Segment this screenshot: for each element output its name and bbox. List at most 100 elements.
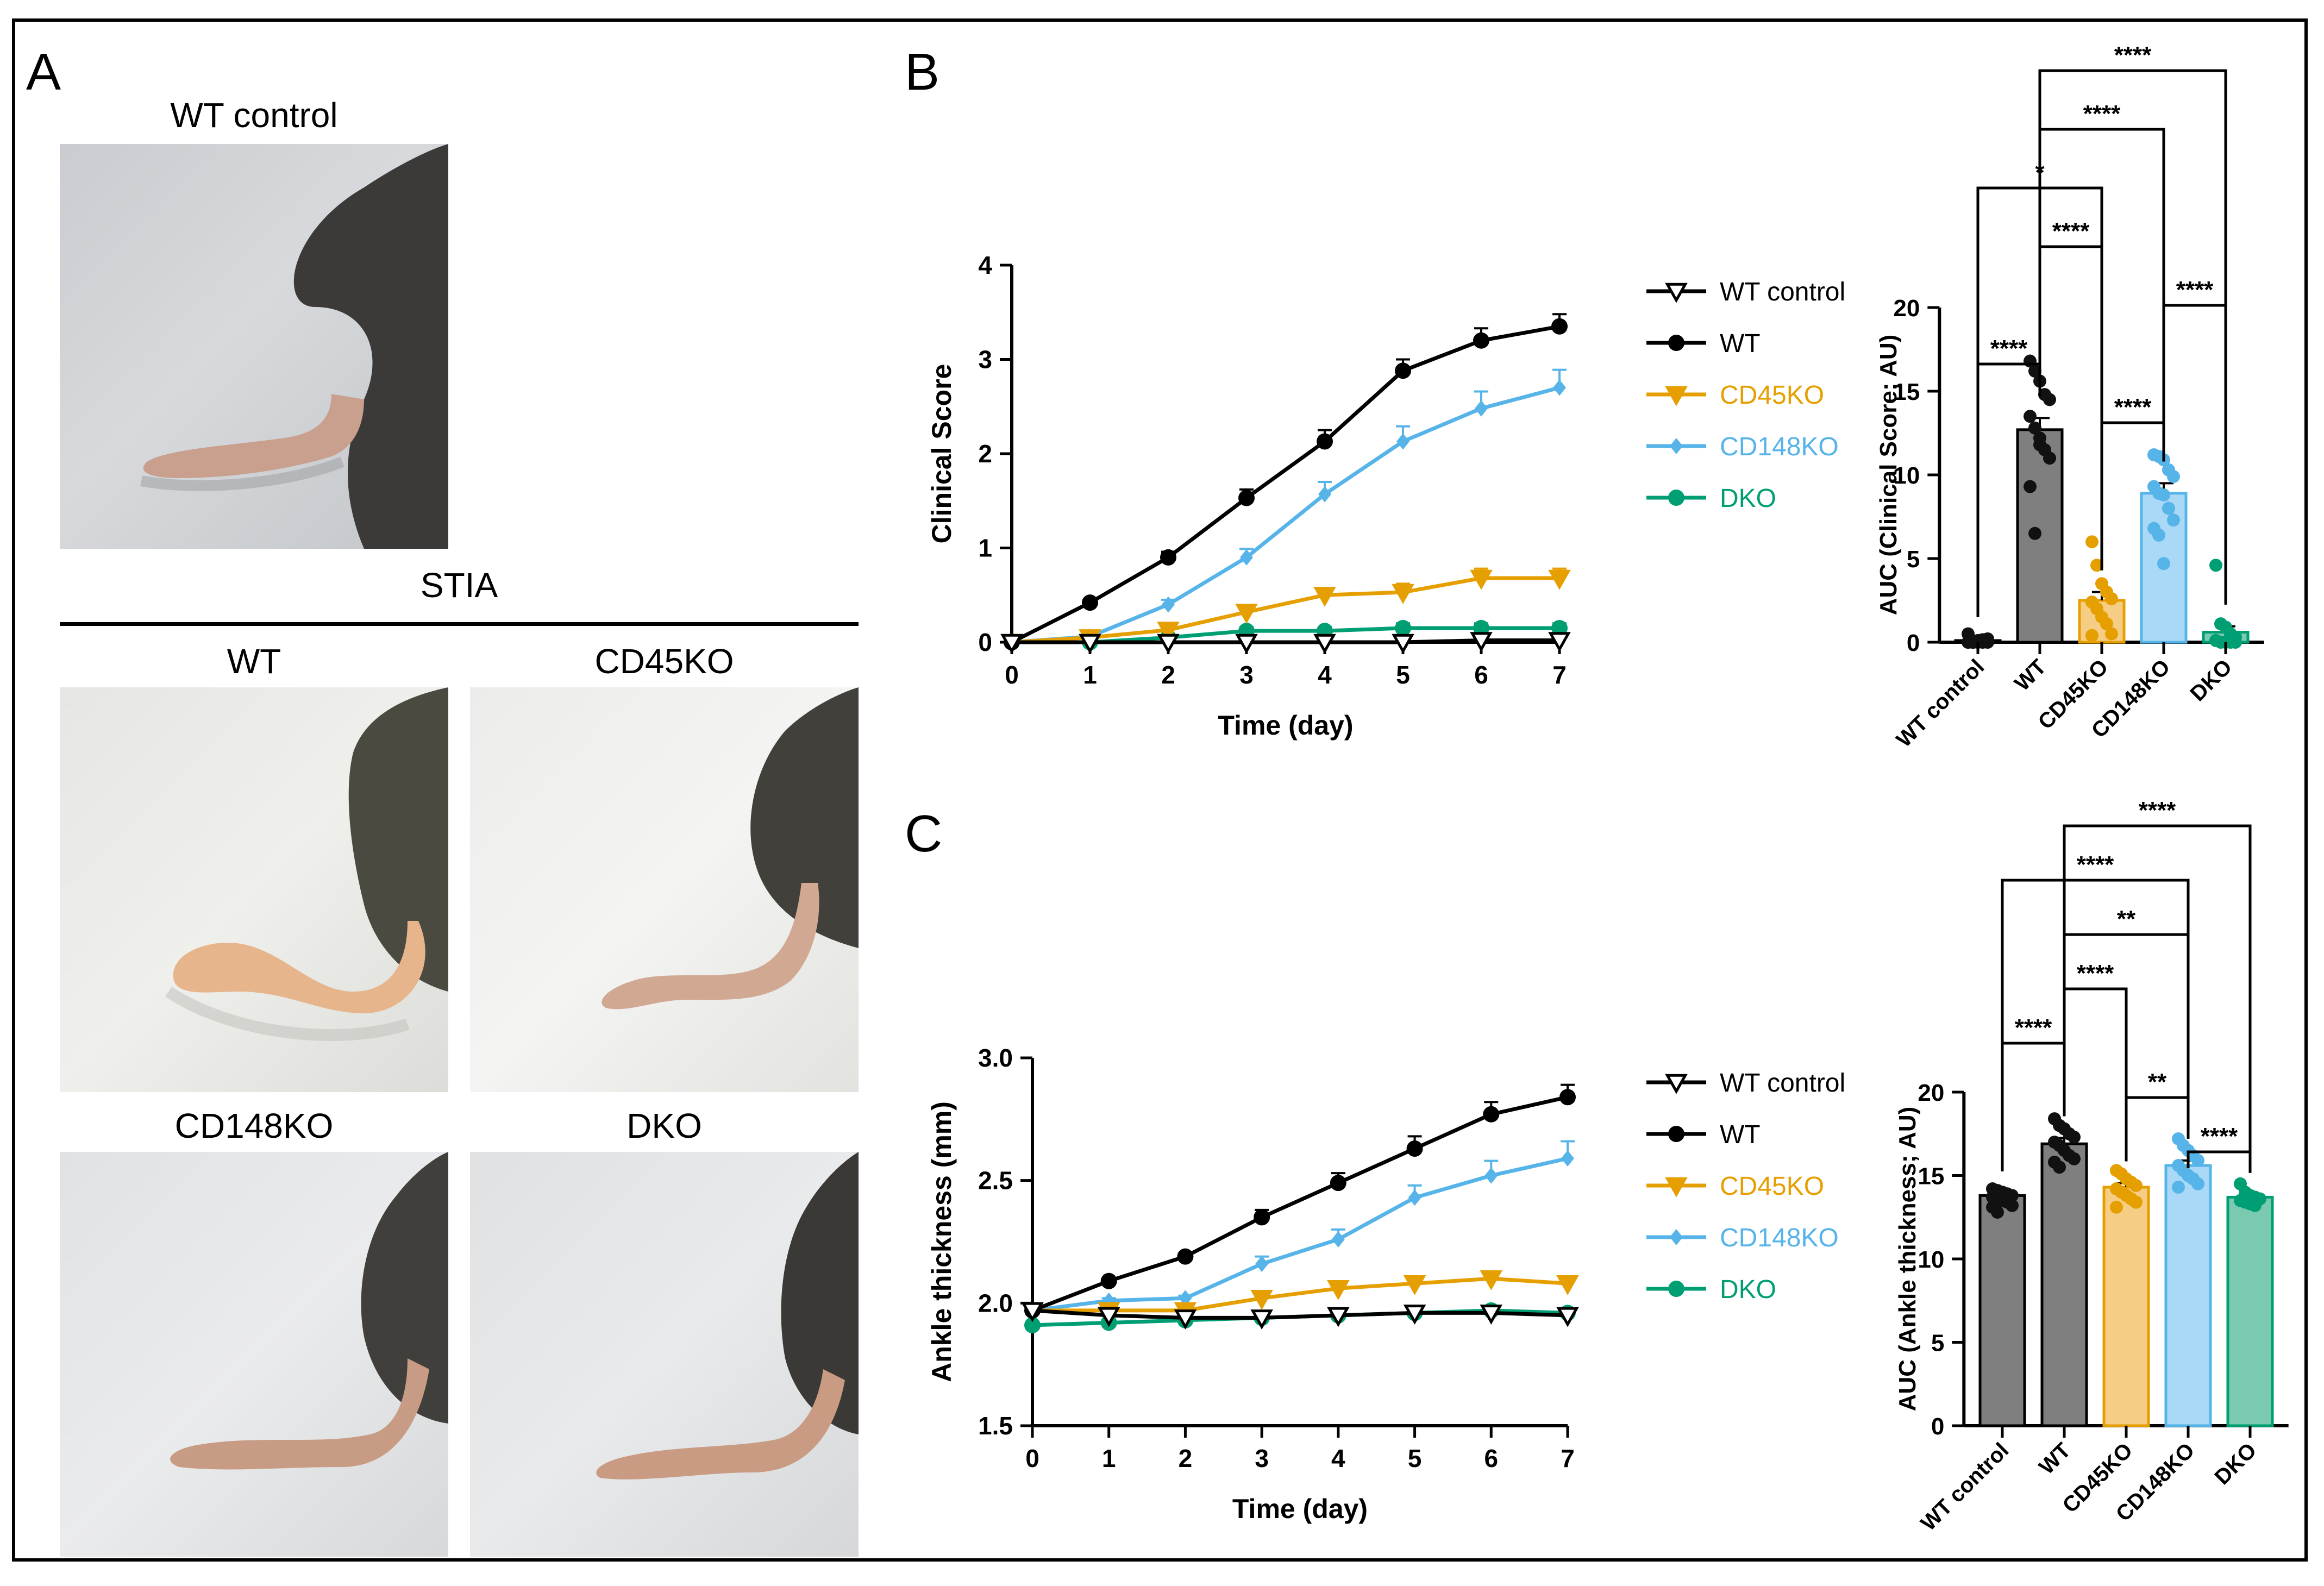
y-tick-label: 0 (1907, 630, 1920, 656)
mouse-paw-image (140, 144, 448, 549)
significance-bracket: **** (2038, 42, 2227, 605)
x-tick-label: 4 (1318, 661, 1332, 689)
data-point (1254, 1209, 1270, 1226)
data-point (2085, 535, 2099, 549)
bar (2040, 1142, 2088, 1427)
significance-label: **** (2083, 101, 2121, 127)
series-cd148ko (1025, 1140, 1575, 1319)
photo-wt (60, 687, 448, 1092)
x-tick-label: WT (2034, 1438, 2075, 1479)
legend-item-wt: WT (1646, 1120, 1761, 1149)
group-title-stia: STIA (420, 566, 498, 605)
data-point (1480, 1305, 1503, 1325)
bracket-line (2125, 1096, 2190, 1162)
legend-label: DKO (1720, 1275, 1776, 1304)
data-point (1327, 1280, 1350, 1300)
y-tick-label: 3 (978, 346, 992, 374)
bar-wt: WT (2010, 354, 2064, 695)
data-point (1250, 1290, 1273, 1310)
series-cd148ko (1005, 368, 1567, 650)
legend-marker (1668, 1126, 1684, 1142)
data-point (1024, 1317, 1041, 1333)
legend-label: WT (1720, 329, 1761, 358)
data-point (1157, 634, 1180, 654)
legend-marker (1668, 1281, 1684, 1297)
data-point (2172, 1180, 2185, 1194)
data-point (1000, 634, 1023, 654)
significance-label: ** (2148, 1069, 2167, 1095)
significance-bracket: **** (2162, 277, 2227, 605)
data-point (1556, 1275, 1579, 1295)
data-point (2028, 365, 2041, 378)
data-point (2028, 421, 2041, 435)
data-point (1548, 569, 1571, 590)
data-point (2068, 1130, 2081, 1144)
data-point (1238, 490, 1255, 506)
legend-item-wt: WT (1646, 329, 1761, 358)
data-point (1240, 549, 1253, 566)
data-point (2129, 1178, 2143, 1192)
data-point (1395, 619, 1411, 636)
legend-marker (1670, 1229, 1683, 1245)
data-point (1100, 1272, 1117, 1289)
x-axis-label: Time (day) (1218, 710, 1353, 741)
data-point (2043, 452, 2056, 465)
panel-label-b: B (905, 43, 940, 101)
y-tick-label: 20 (1918, 1080, 1944, 1106)
legend-label: WT control (1720, 1069, 1845, 1098)
legend-item-wt-control: WT control (1646, 278, 1845, 306)
mouse-paw-image (170, 1152, 448, 1470)
series-line (1011, 386, 1560, 644)
photo-wt-control (60, 144, 448, 549)
x-tick-label: 6 (1484, 1444, 1498, 1472)
x-tick-label: 2 (1161, 661, 1175, 689)
data-point (1160, 549, 1176, 566)
x-tick-label: 2 (1179, 1444, 1193, 1472)
legend-marker (1665, 283, 1688, 303)
data-point (1331, 1231, 1345, 1248)
data-point (2209, 559, 2222, 572)
data-point (2157, 488, 2170, 501)
series-line (1032, 1156, 1568, 1313)
y-tick-label: 2.5 (978, 1167, 1013, 1195)
data-point (1079, 634, 1101, 654)
data-point (1395, 362, 1411, 379)
legend-marker (1668, 335, 1684, 351)
series-wt-control (1021, 1302, 1579, 1330)
y-tick-label: 2.0 (978, 1289, 1013, 1317)
photo-title-cd148ko: CD148KO (174, 1106, 334, 1145)
y-axis-label: Clinical Score (926, 364, 957, 544)
x-tick-label: 5 (1408, 1444, 1422, 1472)
bar-wt: WT (2034, 1112, 2088, 1479)
y-axis-label: AUC (Ankle thickness; AU) (1894, 1107, 1921, 1412)
x-tick-label: 1 (1083, 661, 1097, 689)
y-tick-label: 15 (1893, 379, 1920, 405)
significance-bracket: **** (2001, 1014, 2066, 1171)
data-point (1408, 1189, 1421, 1206)
data-point (1559, 1089, 1576, 1106)
bar (1978, 1194, 2026, 1427)
figure-frame (12, 18, 2308, 1562)
legend-item-cd148ko: CD148KO (1646, 432, 1839, 461)
significance-label: **** (2077, 851, 2114, 878)
y-tick-label: 20 (1893, 295, 1920, 322)
x-tick-label: DKO (2210, 1438, 2261, 1489)
data-point (2024, 410, 2037, 423)
x-tick-label: 0 (1025, 1444, 1039, 1472)
x-tick-label: 3 (1239, 661, 1254, 689)
panel-label-c: C (905, 805, 943, 863)
legend-label: CD148KO (1720, 432, 1839, 461)
legend-marker (1668, 490, 1684, 506)
data-point (1470, 569, 1493, 590)
series-line (1012, 638, 1559, 644)
y-axis-label: Ankle thickness (mm) (926, 1101, 957, 1382)
significance-label: **** (2015, 1014, 2052, 1041)
data-point (2043, 393, 2056, 406)
x-axis-label: Time (day) (1232, 1494, 1368, 1524)
significance-label: **** (2114, 42, 2152, 68)
data-point (2085, 629, 2099, 642)
significance-label: **** (2139, 797, 2176, 824)
y-tick-label: 15 (1918, 1163, 1944, 1190)
data-point (1097, 1307, 1120, 1327)
